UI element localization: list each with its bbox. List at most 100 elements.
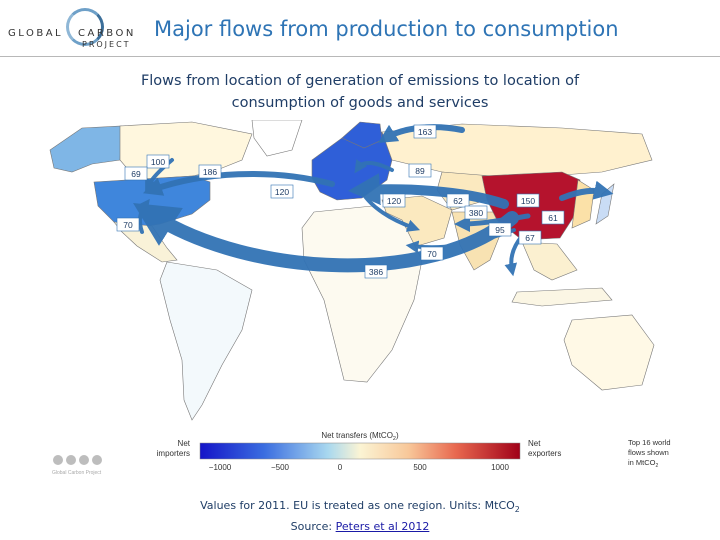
flow-label-box (541, 210, 565, 225)
logo-text-global: GLOBAL (8, 28, 64, 39)
flow-arrow-eu-to-us (142, 170, 335, 196)
flow-value: 150 (521, 196, 535, 206)
flow-label: 386 (364, 264, 388, 279)
flow-label: 70 (420, 246, 444, 261)
legend-tick-label: 500 (413, 463, 427, 472)
cc-icon (53, 455, 63, 465)
flow-label-box (516, 193, 540, 208)
flow-label: 120 (382, 193, 406, 208)
flow-value: 95 (495, 225, 505, 235)
flow-label-box (413, 124, 437, 139)
flow-value: 69 (131, 169, 141, 179)
flow-label-box (146, 154, 170, 169)
flow-label-box (382, 193, 406, 208)
flow-value: 70 (427, 249, 437, 259)
flow-label-box (446, 193, 470, 208)
flow-label: 67 (518, 230, 542, 245)
flow-arrow-china-to-south-asia (454, 213, 531, 232)
flow-label: 150 (516, 193, 540, 208)
flow-value: 186 (203, 167, 217, 177)
source-link[interactable]: Peters et al 2012 (335, 520, 430, 534)
legend-tick-label: −1000 (209, 463, 232, 472)
flow-label: 95 (488, 222, 512, 237)
legend: Net importers Net exporters Net transfer… (52, 431, 671, 476)
flow-value: 89 (415, 166, 425, 176)
land-greenland (251, 120, 303, 157)
land-australia (563, 314, 655, 391)
world-flow-map: 163 100 69 186 89 120 62 150 120 380 70 61 95 67 70 386… (49, 120, 671, 476)
sa-icon (92, 455, 102, 465)
footer-source-prefix: Source: (290, 520, 336, 534)
legend-credit: Global Carbon Project (52, 470, 102, 476)
flow-value: 61 (548, 213, 558, 223)
flow-arrow-china-to-japan (559, 180, 614, 201)
footer-line-2: Source: Peters et al 2012 (120, 518, 600, 535)
nc-icon (79, 455, 89, 465)
legend-net-exporters-1: Net (528, 439, 541, 448)
land-southeast-asia (521, 241, 578, 281)
flow-label-box (464, 205, 488, 220)
logo-ring-icon (66, 8, 104, 46)
legend-net-transfers-label: Net transfers (MtCO2) (321, 431, 399, 442)
legend-top16-3: in MtCO2 (628, 458, 659, 469)
slide-title: Major flows from production to consumpti… (154, 17, 619, 41)
flow-label: 62 (446, 193, 470, 208)
legend-top16-2: flows shown (628, 448, 669, 457)
flow-label: 163 (413, 124, 437, 139)
flow-label: 69 (124, 166, 148, 181)
flow-value: 380 (469, 208, 483, 218)
legend-net-exporters-2: exporters (528, 449, 561, 458)
flow-value: 120 (275, 187, 289, 197)
flow-value: 163 (418, 127, 432, 137)
flow-label-box (518, 230, 542, 245)
creative-commons-badge: Global Carbon Project (52, 455, 102, 476)
by-icon (66, 455, 76, 465)
logo-text-project: PROJECT (82, 40, 131, 49)
flow-label: 100 (146, 154, 170, 169)
flow-label-box (270, 184, 294, 199)
flow-label: 186 (198, 164, 222, 179)
legend-ticks: −1000 −500 0 500 1000 (209, 463, 510, 472)
footer-line-1: Values for 2011. EU is treated as one re… (120, 497, 600, 518)
flow-value: 67 (525, 233, 535, 243)
legend-tick-label: −500 (271, 463, 290, 472)
flow-labels: 163 100 69 186 89 120 62 150 120 380 70 61 95 67 70 386 (116, 124, 565, 279)
flow-label: 89 (408, 163, 432, 178)
legend-net-importers-1: Net (178, 439, 191, 448)
title-divider (0, 56, 720, 57)
flow-label-box (116, 217, 140, 232)
legend-top16-1: Top 16 world (628, 438, 671, 447)
land-south-america (159, 261, 253, 421)
slide-subtitle: Flows from location of generation of emi… (140, 73, 580, 111)
land-alaska (49, 125, 123, 173)
flow-value: 120 (387, 196, 401, 206)
flow-label-box (364, 264, 388, 279)
footer-values-text: Values for 2011. EU is treated as one re… (200, 499, 515, 512)
flow-label: 70 (116, 217, 140, 232)
flow-label-box (420, 246, 444, 261)
flow-value: 70 (123, 220, 133, 230)
legend-color-scale (199, 442, 521, 460)
flow-label: 380 (464, 205, 488, 220)
flow-value: 62 (453, 196, 463, 206)
land-indonesia (511, 287, 613, 307)
footer-co2-subscript: 2 (514, 505, 520, 515)
legend-tick-label: 0 (338, 463, 343, 472)
flow-label-box (488, 222, 512, 237)
flow-arrow-russia-to-china (354, 159, 394, 174)
flow-label-box (198, 164, 222, 179)
flow-label-box (124, 166, 148, 181)
legend-tick-label: 1000 (491, 463, 509, 472)
legend-net-importers-2: importers (157, 449, 190, 458)
global-carbon-project-logo: GLOBAL CARBON PROJECT (6, 6, 138, 52)
flow-label: 61 (541, 210, 565, 225)
flow-arrow-china-to-eu (348, 173, 509, 209)
flow-label-box (408, 163, 432, 178)
flow-value: 386 (369, 267, 383, 277)
flow-arrow-mexico-to-us (137, 198, 150, 234)
land-africa (301, 205, 423, 383)
flow-value: 100 (151, 157, 165, 167)
slide-footer: Values for 2011. EU is treated as one re… (120, 497, 600, 535)
flow-arrow-eu-outbound (360, 190, 421, 232)
flow-label: 120 (270, 184, 294, 199)
